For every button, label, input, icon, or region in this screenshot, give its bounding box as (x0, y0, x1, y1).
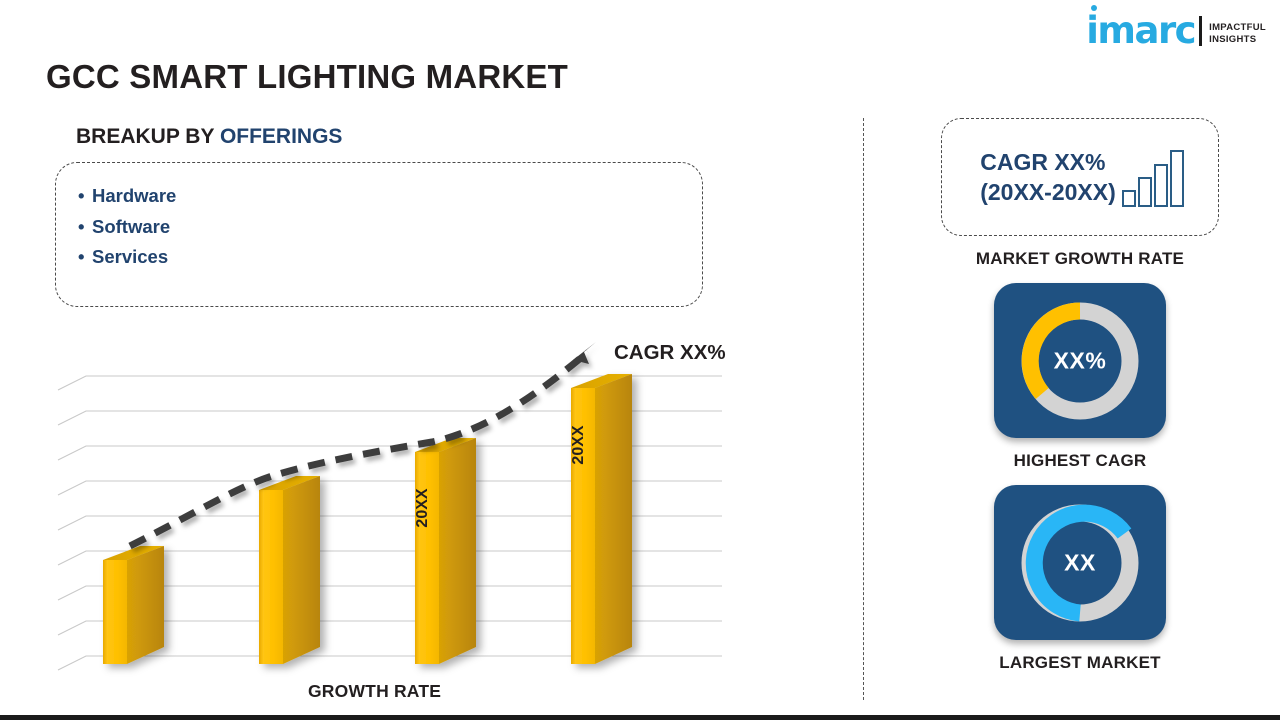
logo-tagline-line1: IMPACTFUL (1209, 22, 1266, 33)
bullet-icon: • (78, 246, 85, 267)
largest-market-value: XX (1064, 549, 1096, 575)
market-growth-card: CAGR XX% (20XX-20XX) (941, 118, 1219, 236)
offering-label: Hardware (92, 185, 177, 206)
growth-rate-chart: 20XX 20XX (40, 330, 800, 720)
logo-tagline-line2: INSIGHTS (1209, 34, 1257, 45)
offering-label: Services (92, 246, 169, 267)
list-item: • Software (78, 212, 702, 243)
trendline-arrowhead (573, 342, 596, 364)
market-growth-caption: MARKET GROWTH RATE (975, 249, 1185, 268)
cagr-line-1: CAGR XX% (980, 149, 1106, 175)
logo-wordmark-text: imarc (1086, 9, 1196, 52)
bullet-icon: • (78, 185, 85, 206)
list-item: • Hardware (78, 181, 702, 212)
highest-cagr-tile: XX% (994, 283, 1166, 438)
breakup-heading-prefix: BREAKUP BY (76, 125, 220, 148)
largest-market-tile: XX (994, 485, 1166, 640)
list-item: • Services (78, 242, 702, 273)
imarc-logo: imarc IMPACTFUL INSIGHTS (1086, 5, 1266, 52)
bullet-icon: • (78, 215, 85, 237)
chart-xaxis-label: GROWTH RATE (308, 681, 442, 701)
chart-bar-3-label: 20XX (414, 488, 431, 527)
chart-bar-4-label: 20XX (570, 425, 587, 464)
bottom-accent-rule (0, 715, 1280, 720)
offerings-list: • Hardware • Software • Services (56, 163, 702, 273)
logo-tagline: IMPACTFUL INSIGHTS (1209, 22, 1266, 49)
growth-chart-svg: 20XX 20XX (57, 342, 722, 671)
cagr-text: CAGR XX% (20XX-20XX) (980, 147, 1116, 207)
highest-cagr-donut-icon (1021, 302, 1139, 419)
chart-trendline (128, 342, 596, 550)
chart-bar-1 (103, 546, 164, 664)
chart-cagr-annotation: CAGR XX% (614, 341, 726, 364)
logo-divider (1199, 16, 1203, 46)
largest-market-donut-icon (1021, 504, 1139, 621)
stats-panel: CAGR XX% (20XX-20XX) MARKET GROWTH RATE … (900, 118, 1260, 673)
top-accent-rule (0, 0, 1280, 4)
highest-cagr-caption: HIGHEST CAGR (1013, 451, 1147, 470)
chart-bar-3 (415, 438, 476, 664)
logo-dot-icon (1091, 5, 1098, 11)
largest-market-caption: LARGEST MARKET (999, 653, 1161, 672)
cagr-line-2: (20XX-20XX) (980, 179, 1116, 205)
offerings-box: • Hardware • Software • Services (55, 162, 703, 307)
breakup-heading: BREAKUP BY OFFERINGS (76, 125, 342, 149)
highest-cagr-value: XX% (1053, 347, 1107, 373)
section-divider (863, 118, 864, 700)
page-title: GCC SMART LIGHTING MARKET (46, 58, 568, 95)
offering-label: Software (92, 215, 171, 237)
bar-chart-icon (1121, 143, 1184, 212)
chart-bar-2 (259, 476, 320, 664)
chart-bar-4 (571, 374, 632, 664)
logo-wordmark: imarc (1086, 5, 1197, 52)
breakup-heading-accent: OFFERINGS (219, 125, 343, 148)
